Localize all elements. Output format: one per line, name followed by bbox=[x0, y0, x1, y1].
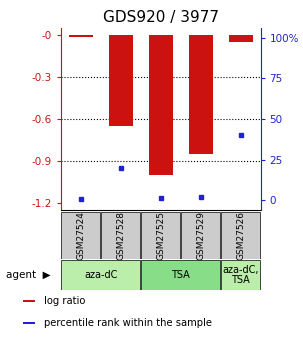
Bar bbox=[101, 212, 140, 259]
Bar bbox=[228, 34, 253, 42]
Title: GDS920 / 3977: GDS920 / 3977 bbox=[103, 10, 218, 25]
Bar bbox=[61, 260, 140, 289]
Text: log ratio: log ratio bbox=[44, 296, 85, 306]
Bar bbox=[108, 34, 133, 126]
Bar bbox=[148, 34, 173, 175]
Bar bbox=[181, 212, 220, 259]
Bar bbox=[23, 300, 35, 302]
Bar bbox=[221, 212, 260, 259]
Text: percentile rank within the sample: percentile rank within the sample bbox=[44, 318, 212, 328]
Text: aza-dC: aza-dC bbox=[84, 270, 117, 280]
Bar bbox=[141, 212, 180, 259]
Text: GSM27525: GSM27525 bbox=[156, 211, 165, 260]
Text: GSM27524: GSM27524 bbox=[76, 211, 85, 260]
Text: GSM27529: GSM27529 bbox=[196, 211, 205, 260]
Text: GSM27526: GSM27526 bbox=[236, 211, 245, 260]
Bar bbox=[61, 212, 100, 259]
Text: TSA: TSA bbox=[171, 270, 190, 280]
Text: aza-dC,
TSA: aza-dC, TSA bbox=[222, 265, 259, 285]
Text: agent  ▶: agent ▶ bbox=[6, 270, 51, 280]
Bar bbox=[221, 260, 260, 289]
Bar bbox=[141, 260, 220, 289]
Bar bbox=[23, 322, 35, 324]
Bar bbox=[188, 34, 213, 154]
Bar bbox=[68, 34, 93, 38]
Text: GSM27528: GSM27528 bbox=[116, 211, 125, 260]
